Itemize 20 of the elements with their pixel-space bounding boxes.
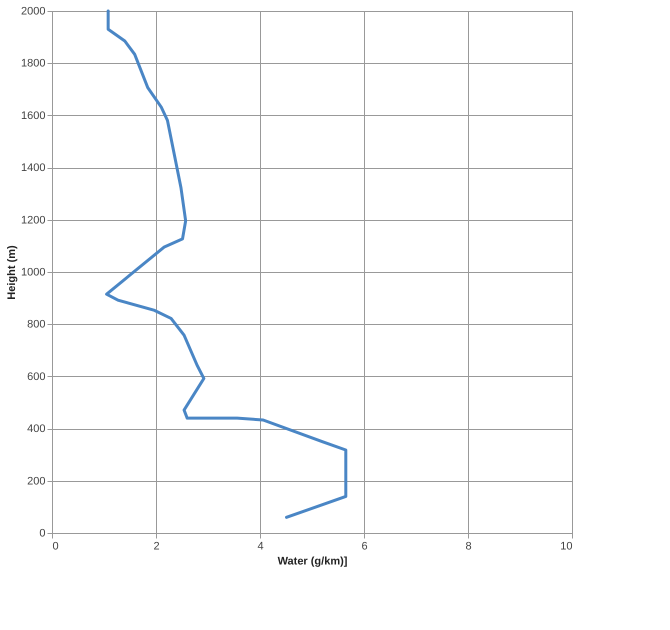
y-tick-label: 1000 [21, 266, 46, 278]
y-tick-label: 1400 [21, 162, 46, 174]
y-tick-label: 600 [27, 370, 46, 383]
y-tick-label: 200 [27, 475, 46, 488]
x-tick-label: 6 [361, 540, 368, 552]
y-tick-label: 1200 [21, 214, 46, 226]
line-series [105, 10, 348, 519]
y-tick-label: 400 [27, 423, 46, 436]
y-tick-label: 800 [27, 318, 46, 331]
y-tick-label: 1600 [21, 110, 46, 122]
x-axis-title: Water (g/km)] [278, 556, 348, 568]
y-tick-label: 1800 [21, 58, 46, 70]
y-axis-title: Height (m) [6, 244, 18, 300]
y-tick-label: 2000 [21, 6, 46, 18]
x-tick-label: 10 [560, 540, 572, 552]
y-tick-label: 0 [39, 528, 46, 540]
x-tick-label: 0 [52, 540, 59, 552]
x-tick-label: 4 [257, 540, 264, 552]
x-tick-label: 2 [153, 540, 160, 552]
x-tick-label: 8 [465, 540, 472, 552]
